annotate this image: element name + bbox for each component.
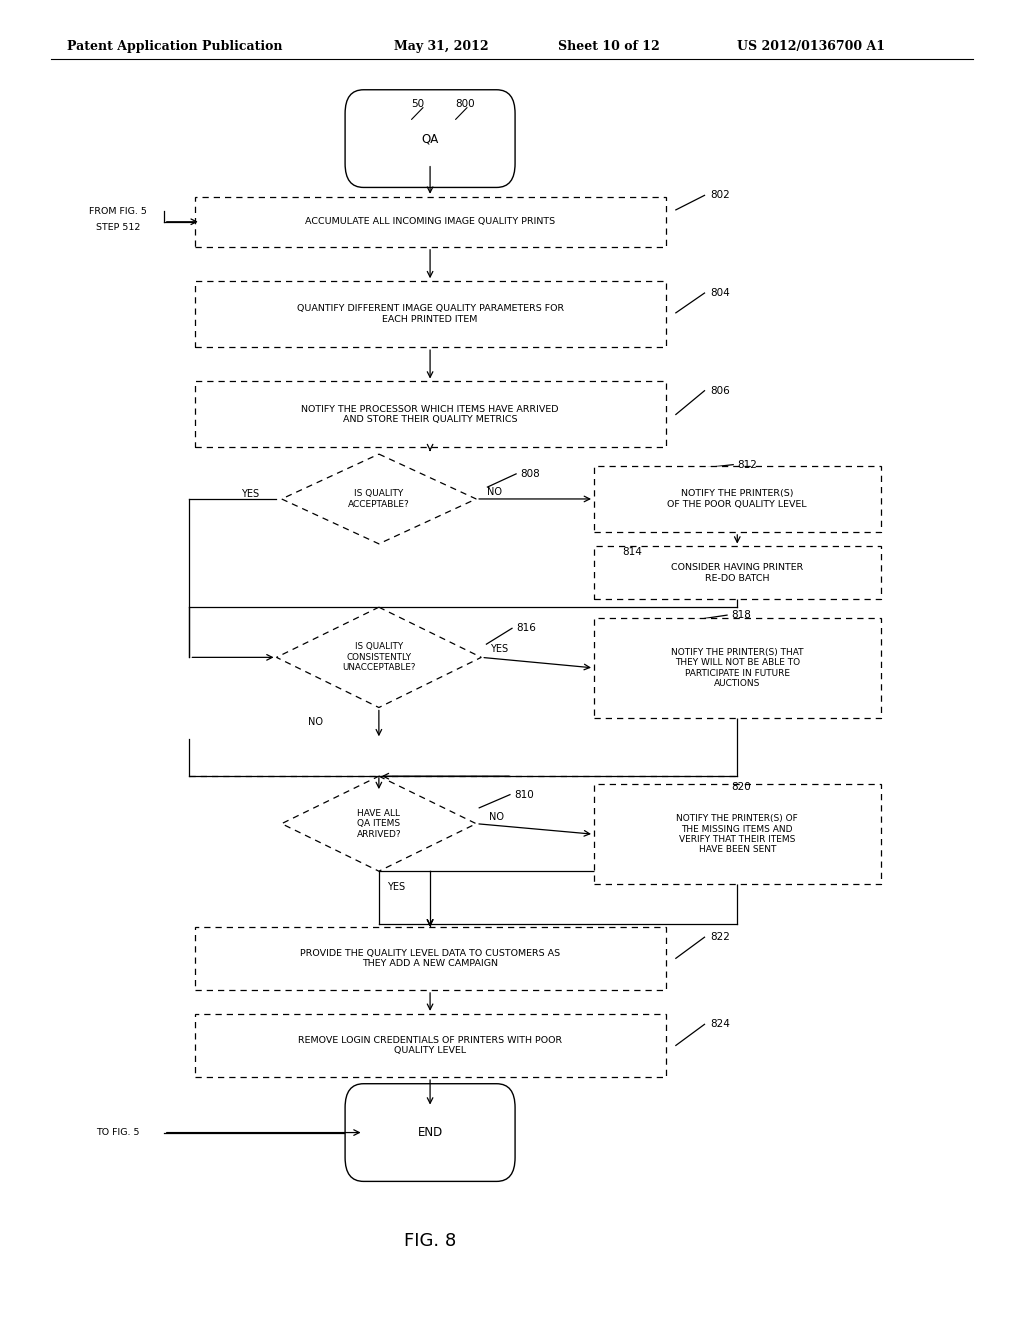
Text: 810: 810 <box>514 789 534 800</box>
FancyBboxPatch shape <box>594 618 881 718</box>
Text: 816: 816 <box>516 623 536 634</box>
Text: FROM FIG. 5: FROM FIG. 5 <box>89 207 146 215</box>
FancyBboxPatch shape <box>195 381 666 447</box>
Text: 802: 802 <box>711 190 730 201</box>
Text: 812: 812 <box>737 459 757 470</box>
Text: NOTIFY THE PROCESSOR WHICH ITEMS HAVE ARRIVED
AND STORE THEIR QUALITY METRICS: NOTIFY THE PROCESSOR WHICH ITEMS HAVE AR… <box>301 405 559 424</box>
Text: 50: 50 <box>412 99 425 110</box>
Text: May 31, 2012: May 31, 2012 <box>394 40 488 53</box>
Text: NO: NO <box>307 717 323 727</box>
Text: CONSIDER HAVING PRINTER
RE-DO BATCH: CONSIDER HAVING PRINTER RE-DO BATCH <box>671 564 804 582</box>
Text: Sheet 10 of 12: Sheet 10 of 12 <box>558 40 659 53</box>
FancyBboxPatch shape <box>594 546 881 599</box>
FancyBboxPatch shape <box>594 784 881 884</box>
Text: HAVE ALL
QA ITEMS
ARRIVED?: HAVE ALL QA ITEMS ARRIVED? <box>356 809 401 838</box>
Text: 804: 804 <box>711 288 730 298</box>
FancyBboxPatch shape <box>345 90 515 187</box>
Polygon shape <box>276 607 481 708</box>
Text: YES: YES <box>241 488 259 499</box>
Text: YES: YES <box>490 644 509 655</box>
Text: 824: 824 <box>711 1019 730 1030</box>
Text: IS QUALITY
ACCEPTABLE?: IS QUALITY ACCEPTABLE? <box>348 490 410 508</box>
Text: NOTIFY THE PRINTER(S)
OF THE POOR QUALITY LEVEL: NOTIFY THE PRINTER(S) OF THE POOR QUALIT… <box>668 490 807 508</box>
FancyBboxPatch shape <box>195 1014 666 1077</box>
Text: TO FIG. 5: TO FIG. 5 <box>96 1129 139 1137</box>
Text: REMOVE LOGIN CREDENTIALS OF PRINTERS WITH POOR
QUALITY LEVEL: REMOVE LOGIN CREDENTIALS OF PRINTERS WIT… <box>298 1036 562 1055</box>
Text: QUANTIFY DIFFERENT IMAGE QUALITY PARAMETERS FOR
EACH PRINTED ITEM: QUANTIFY DIFFERENT IMAGE QUALITY PARAMET… <box>297 305 563 323</box>
FancyBboxPatch shape <box>195 281 666 347</box>
Text: 820: 820 <box>731 781 751 792</box>
FancyBboxPatch shape <box>195 927 666 990</box>
Text: END: END <box>418 1126 442 1139</box>
Text: PROVIDE THE QUALITY LEVEL DATA TO CUSTOMERS AS
THEY ADD A NEW CAMPAIGN: PROVIDE THE QUALITY LEVEL DATA TO CUSTOM… <box>300 949 560 968</box>
FancyBboxPatch shape <box>195 197 666 247</box>
Text: NO: NO <box>487 487 503 498</box>
FancyBboxPatch shape <box>594 466 881 532</box>
Text: FIG. 8: FIG. 8 <box>403 1232 457 1250</box>
Text: NO: NO <box>489 812 505 822</box>
Polygon shape <box>282 776 476 871</box>
Text: QA: QA <box>422 132 438 145</box>
Text: ACCUMULATE ALL INCOMING IMAGE QUALITY PRINTS: ACCUMULATE ALL INCOMING IMAGE QUALITY PR… <box>305 218 555 226</box>
Polygon shape <box>282 454 476 544</box>
Text: US 2012/0136700 A1: US 2012/0136700 A1 <box>737 40 886 53</box>
Text: NOTIFY THE PRINTER(S) THAT
THEY WILL NOT BE ABLE TO
PARTICIPATE IN FUTURE
AUCTIO: NOTIFY THE PRINTER(S) THAT THEY WILL NOT… <box>671 648 804 688</box>
FancyBboxPatch shape <box>345 1084 515 1181</box>
Text: 808: 808 <box>520 469 540 479</box>
Text: STEP 512: STEP 512 <box>95 223 140 231</box>
Text: 814: 814 <box>623 546 642 557</box>
Text: 800: 800 <box>456 99 475 110</box>
Text: NOTIFY THE PRINTER(S) OF
THE MISSING ITEMS AND
VERIFY THAT THEIR ITEMS
HAVE BEEN: NOTIFY THE PRINTER(S) OF THE MISSING ITE… <box>677 814 798 854</box>
Text: 822: 822 <box>711 932 730 942</box>
Text: IS QUALITY
CONSISTENTLY
UNACCEPTABLE?: IS QUALITY CONSISTENTLY UNACCEPTABLE? <box>342 643 416 672</box>
Text: Patent Application Publication: Patent Application Publication <box>67 40 282 53</box>
Text: 806: 806 <box>711 385 730 396</box>
Text: YES: YES <box>387 882 406 892</box>
Text: 818: 818 <box>731 610 751 620</box>
